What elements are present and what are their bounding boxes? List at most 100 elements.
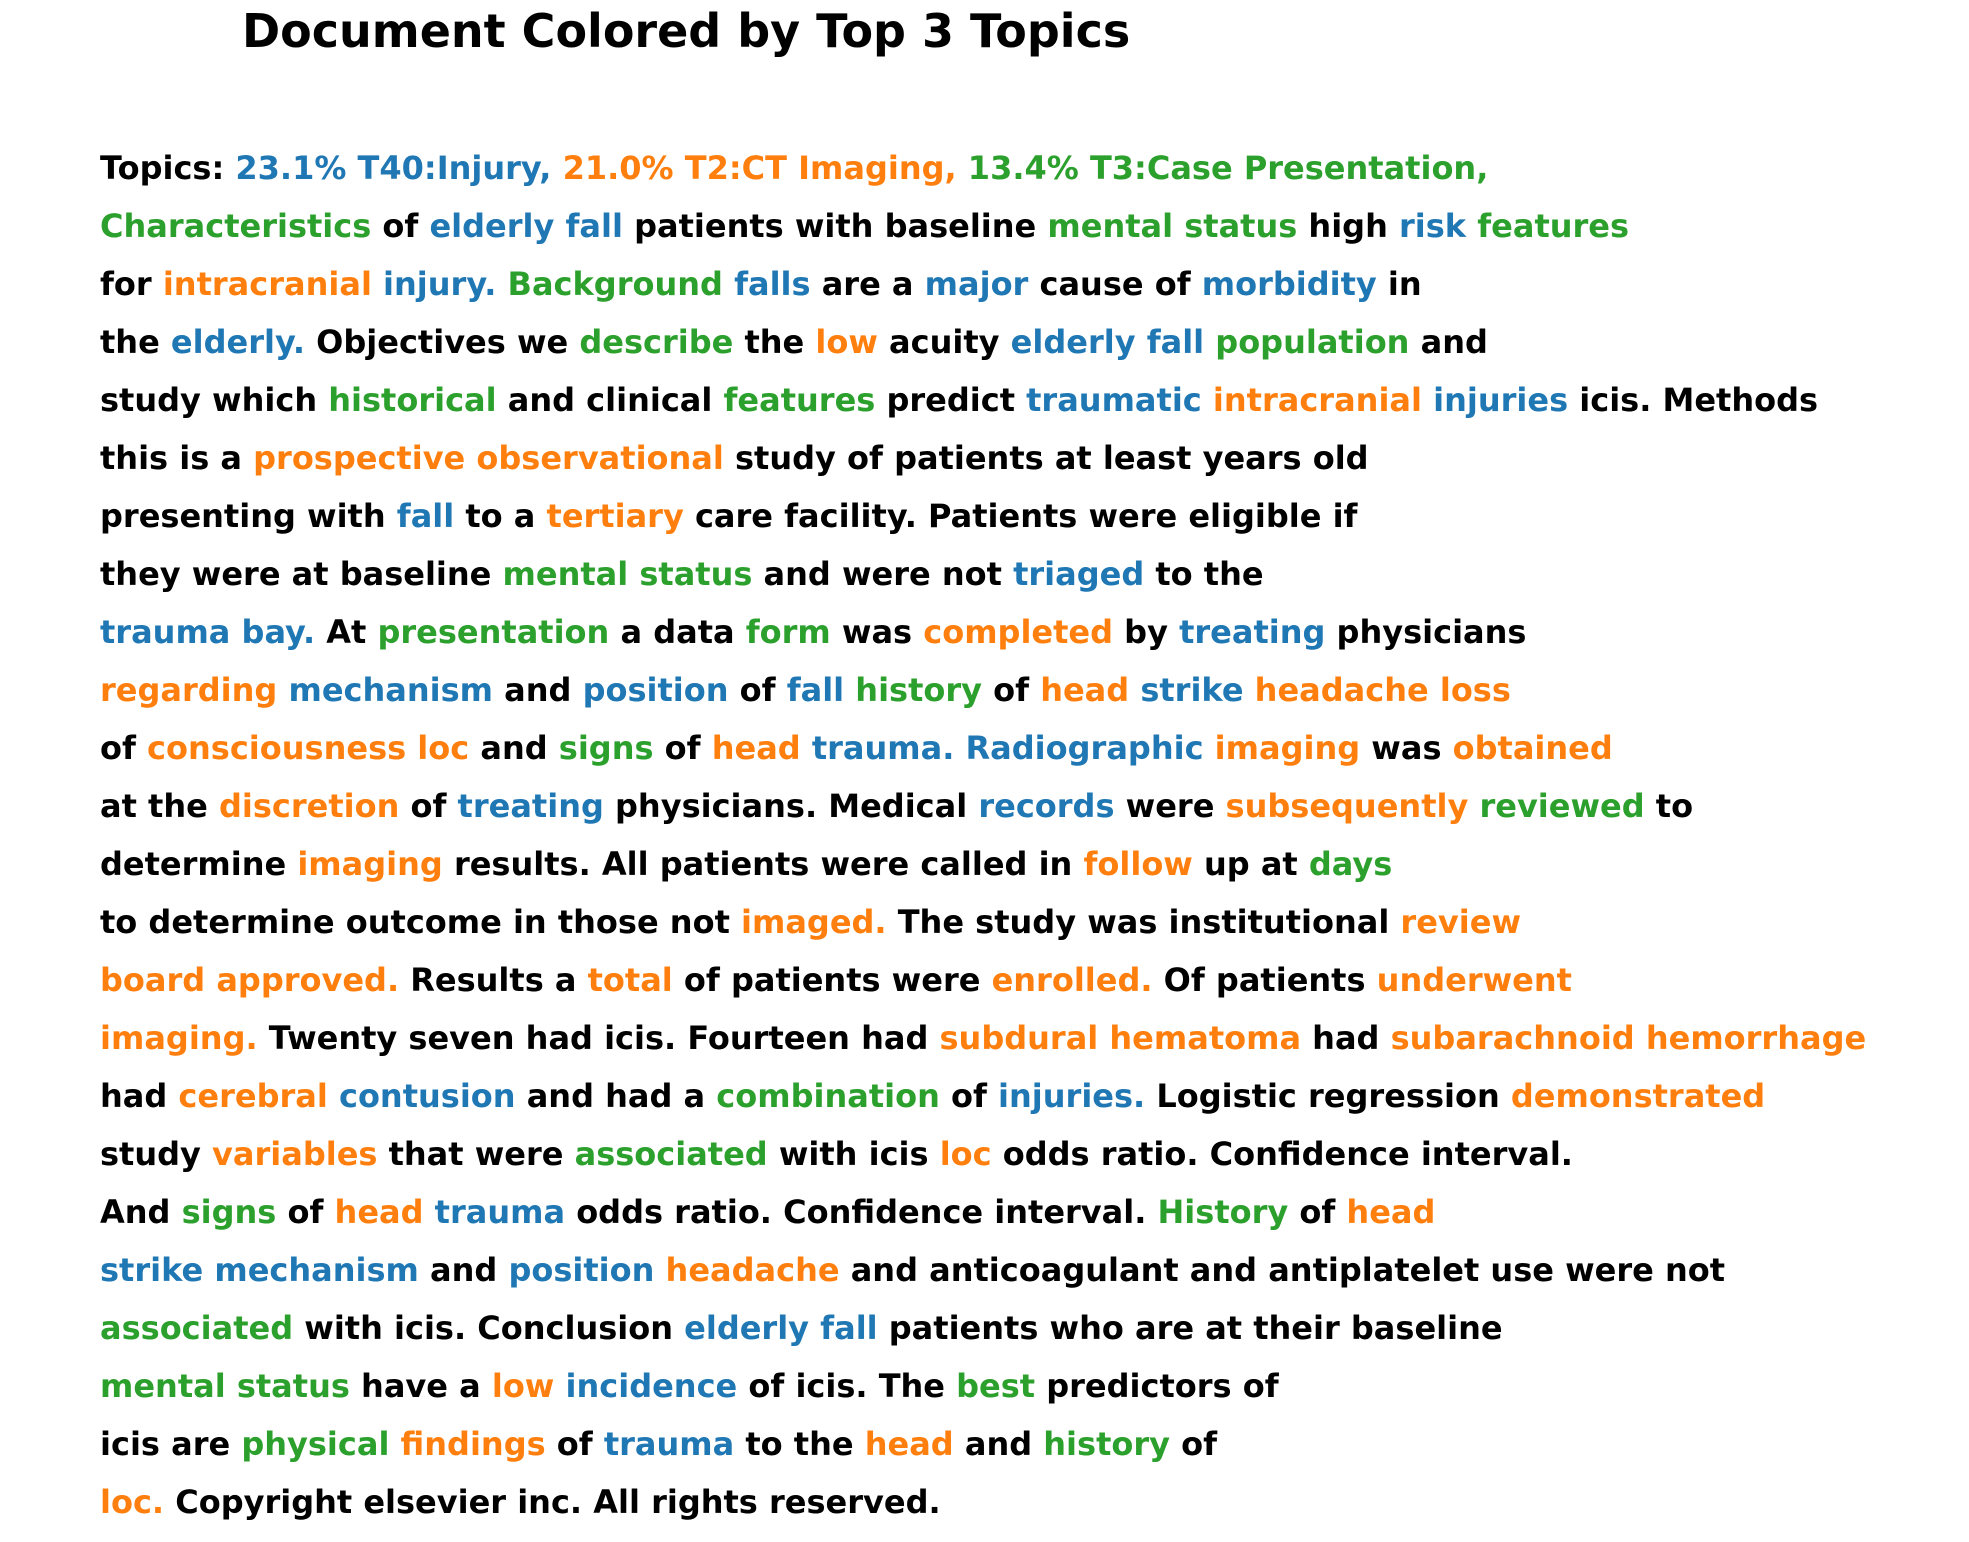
plain-text: determine	[100, 845, 298, 883]
plain-text: of	[939, 1077, 999, 1115]
topic-1-word: fall	[786, 671, 845, 709]
topic-1-word: 23.1% T40:Injury,	[235, 149, 563, 187]
topic-2-word: demonstrated	[1510, 1077, 1766, 1115]
plain-text	[1422, 381, 1433, 419]
topic-2-word: consciousness loc	[147, 729, 470, 767]
topic-1-word: position	[582, 671, 729, 709]
document-line: associated with icis. Conclusion elderly…	[100, 1304, 1866, 1362]
topic-1-word: elderly fall	[429, 207, 623, 245]
plain-text	[328, 1077, 339, 1115]
plain-text: icis. Methods	[1568, 381, 1819, 419]
topic-3-word: history	[855, 671, 982, 709]
plain-text: Objectives we	[305, 323, 580, 361]
topic-2-word: enrolled.	[991, 961, 1153, 999]
plain-text: acuity	[877, 323, 1011, 361]
plain-text: and	[469, 729, 559, 767]
topic-1-word: treating	[457, 787, 604, 825]
topic-3-word: presentation	[377, 613, 610, 651]
document-line: for intracranial injury. Background fall…	[100, 260, 1866, 318]
plain-text: study of patients at least years old	[723, 439, 1369, 477]
colored-document-body: Topics: 23.1% T40:Injury, 21.0% T2:CT Im…	[100, 144, 1866, 1536]
plain-text: And	[100, 1193, 182, 1231]
topic-1-word: elderly fall	[1010, 323, 1205, 361]
topic-3-word: 13.4% T3:Case Presentation,	[967, 149, 1489, 187]
document-title: Document Colored by Top 3 Topics	[242, 4, 1131, 58]
topic-2-word: head	[711, 729, 801, 767]
topic-1-word: incidence	[565, 1367, 738, 1405]
plain-text	[801, 729, 812, 767]
plain-text: to determine outcome in those not	[100, 903, 741, 941]
topic-1-word: traumatic	[1026, 381, 1202, 419]
plain-text: predict	[875, 381, 1027, 419]
topic-1-word: falls	[734, 265, 811, 303]
topic-1-word: elderly fall	[684, 1309, 878, 1347]
topic-3-word: form	[745, 613, 831, 651]
topic-1-word: trauma	[603, 1425, 735, 1463]
topic-2-word: tertiary	[546, 497, 684, 535]
plain-text: are a	[810, 265, 925, 303]
plain-text	[1204, 323, 1215, 361]
topic-3-word: describe	[579, 323, 734, 361]
topic-2-word: loc	[939, 1135, 992, 1173]
topic-3-word: physical	[241, 1425, 390, 1463]
plain-text	[372, 265, 383, 303]
plain-text: patients who are at their baseline	[877, 1309, 1503, 1347]
plain-text: for	[100, 265, 163, 303]
plain-text: Topics:	[100, 149, 236, 187]
topic-3-word: historical	[328, 381, 497, 419]
topic-2-word: head	[1346, 1193, 1436, 1231]
document-line: the elderly. Objectives we describe the …	[100, 318, 1866, 376]
topic-3-word: history	[1043, 1425, 1170, 1463]
topic-2-word: subsequently	[1225, 787, 1469, 825]
plain-text: At	[315, 613, 378, 651]
topic-2-word: imaging.	[100, 1019, 258, 1057]
topic-3-word: mental status	[502, 555, 753, 593]
topic-3-word: signs	[558, 729, 654, 767]
plain-text: the	[100, 323, 171, 361]
document-line: study which historical and clinical feat…	[100, 376, 1866, 434]
topic-2-word: board approved.	[100, 961, 400, 999]
topic-1-word: position	[508, 1251, 655, 1289]
topic-3-word: signs	[181, 1193, 277, 1231]
topic-2-word: head	[334, 1193, 424, 1231]
topic-2-word: imaged.	[741, 903, 887, 941]
plain-text: of	[276, 1193, 335, 1231]
topic-2-word: follow	[1083, 845, 1193, 883]
topic-1-word: injuries.	[998, 1077, 1146, 1115]
topic-2-word: intracranial	[162, 265, 372, 303]
topic-1-word: major	[924, 265, 1029, 303]
topic-2-word: 21.0% T2:CT Imaging,	[562, 149, 968, 187]
topic-1-word: treating	[1179, 613, 1326, 651]
topic-2-word: regarding	[100, 671, 278, 709]
topic-3-word: best	[956, 1367, 1036, 1405]
plain-text: with icis. Conclusion	[293, 1309, 685, 1347]
topic-2-word: intracranial	[1212, 381, 1422, 419]
plain-text	[1204, 729, 1215, 767]
plain-text	[424, 1193, 435, 1231]
plain-text: of patients were	[672, 961, 992, 999]
topic-3-word: Characteristics	[100, 207, 372, 245]
plain-text: of	[399, 787, 458, 825]
topic-1-word: injuries	[1433, 381, 1569, 419]
plain-text: and	[953, 1425, 1044, 1463]
plain-text: odds ratio. Confidence interval.	[565, 1193, 1158, 1231]
topic-2-word: total	[587, 961, 673, 999]
topic-2-word: variables	[212, 1135, 378, 1173]
plain-text: of	[1169, 1425, 1218, 1463]
document-line: had cerebral contusion and had a combina…	[100, 1072, 1866, 1130]
topic-2-word: headache loss	[1254, 671, 1511, 709]
plain-text	[723, 265, 734, 303]
plain-text: to	[1644, 787, 1694, 825]
topic-2-word: prospective observational	[253, 439, 724, 477]
plain-text: of	[100, 729, 148, 767]
plain-text: study which	[100, 381, 329, 419]
plain-text	[1202, 381, 1213, 419]
document-line: loc. Copyright elsevier inc. All rights …	[100, 1478, 1866, 1536]
topic-3-word: Background	[507, 265, 723, 303]
topic-2-word: findings	[400, 1425, 546, 1463]
topics-legend-line: Topics: 23.1% T40:Injury, 21.0% T2:CT Im…	[100, 144, 1866, 202]
plain-text: of	[728, 671, 787, 709]
plain-text: and clinical	[496, 381, 724, 419]
document-line: of consciousness loc and signs of head t…	[100, 724, 1866, 782]
plain-text	[1468, 787, 1479, 825]
